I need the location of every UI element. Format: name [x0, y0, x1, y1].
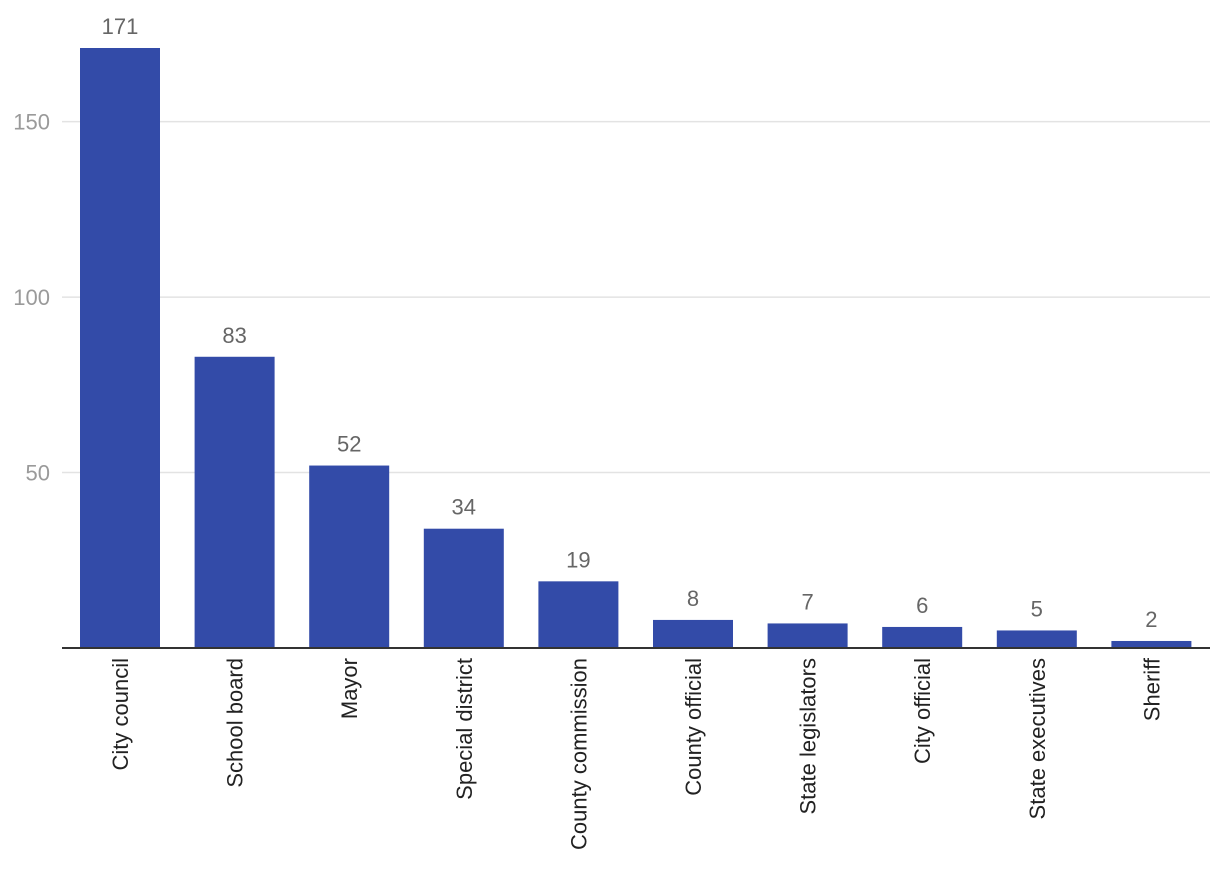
bar: [882, 626, 963, 648]
x-tick-label: County commission: [566, 658, 591, 850]
x-tick-label: State executives: [1025, 658, 1050, 819]
x-tick-label: Sheriff: [1139, 657, 1164, 721]
x-tick-label: State legislators: [796, 658, 821, 815]
y-tick-label: 100: [13, 285, 50, 310]
bar: [80, 48, 160, 648]
bars: [80, 48, 1192, 648]
x-tick-labels: City council School board Mayor Special dis…: [108, 657, 1164, 850]
bar: [538, 581, 619, 648]
gridlines: 50 100 150: [13, 110, 1210, 486]
bar-value-label: 7: [801, 589, 813, 614]
bar: [767, 623, 848, 648]
bar: [423, 528, 504, 648]
y-tick-label: 50: [26, 461, 50, 486]
bar-value-label: 19: [566, 547, 590, 572]
bar-value-label: 2: [1145, 607, 1157, 632]
bar-value-label: 171: [102, 14, 139, 39]
x-tick-label: Mayor: [337, 658, 362, 719]
bar-value-label: 5: [1031, 596, 1043, 621]
x-tick-label: School board: [223, 658, 248, 788]
bar: [1111, 640, 1192, 648]
bar: [309, 465, 390, 648]
bar-value-label: 8: [687, 586, 699, 611]
x-tick-label: Special district: [452, 658, 477, 800]
bar: [653, 619, 733, 648]
bar-value-label: 83: [222, 323, 246, 348]
x-tick-label: City council: [108, 658, 133, 770]
x-tick-label: County official: [681, 658, 706, 796]
bar: [996, 630, 1077, 648]
bar: [194, 356, 275, 648]
bar-value-label: 34: [452, 495, 476, 520]
y-tick-label: 150: [13, 110, 50, 135]
bar-value-label: 52: [337, 432, 361, 457]
x-tick-label: City official: [910, 658, 935, 764]
bar-value-label: 6: [916, 593, 928, 618]
